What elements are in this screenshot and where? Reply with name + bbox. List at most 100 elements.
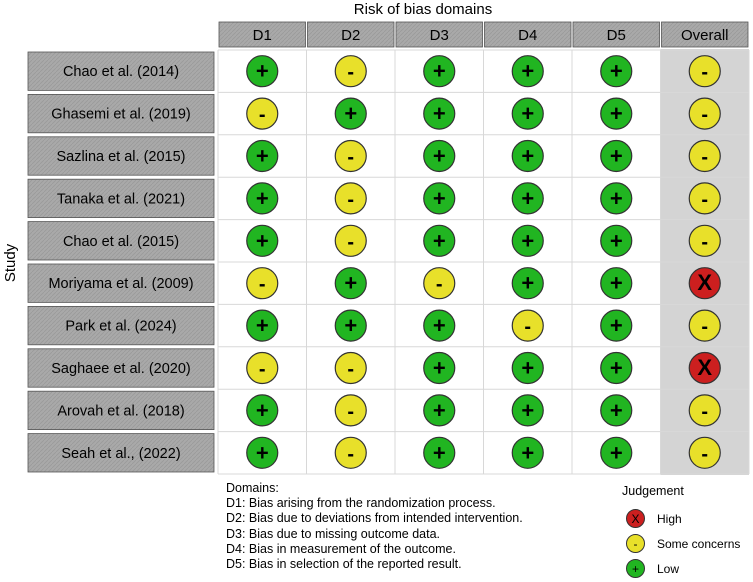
judgement-symbol: X — [697, 270, 712, 295]
judgement-some-concerns-icon — [688, 394, 721, 427]
judgement-low-icon — [334, 97, 367, 130]
judgement-symbol: - — [259, 104, 266, 126]
judgement-some-concerns-icon — [334, 394, 367, 427]
judgement-low-icon — [600, 309, 633, 342]
study-label-box — [27, 305, 215, 346]
judgement-low-icon — [423, 394, 456, 427]
column-header-d3 — [395, 21, 483, 48]
judgement-some-concerns-icon — [246, 351, 279, 385]
study-label-box — [27, 178, 215, 218]
judgement-some-concerns-icon — [334, 182, 367, 215]
judgement-symbol: + — [610, 356, 623, 381]
judgement-symbol: + — [433, 356, 446, 381]
study-label-box — [27, 348, 215, 388]
study-label-box — [27, 136, 215, 176]
judgement-symbol: X — [697, 355, 712, 380]
judgement-low-icon — [600, 267, 633, 300]
judgement-symbol: + — [521, 440, 534, 465]
judgement-low-icon — [511, 394, 544, 427]
judgement-some-concerns-icon — [688, 182, 721, 215]
domain-d5-description: D5: Bias in selection of the reported re… — [226, 557, 462, 572]
judgement-low-icon — [423, 436, 456, 469]
judgement-high-icon — [688, 351, 721, 385]
judgement-symbol: + — [256, 59, 269, 84]
judgement-low-icon — [423, 351, 456, 385]
judgement-symbol: + — [433, 398, 446, 423]
judgement-symbol: + — [521, 356, 534, 381]
domains-legend: Domains: D1: Bias arising from the rando… — [226, 481, 523, 572]
judgement-low-icon — [600, 55, 633, 88]
judgement-legend-title: Judgement — [622, 484, 684, 498]
judgement-symbol: - — [701, 401, 708, 423]
risk-of-bias-chart: Risk of bias domains Study D1 D2 D3 D4 D5 Ove… — [2, 1, 750, 475]
study-label: Chao et al. (2014) — [63, 64, 179, 80]
judgement-low-icon — [423, 97, 456, 130]
judgement-low-icon — [600, 139, 633, 173]
judgement-symbol: - — [701, 147, 708, 169]
judgement-some-concerns-icon — [688, 436, 721, 469]
judgement-low-icon — [423, 55, 456, 88]
judgement-symbol: - — [701, 316, 708, 338]
judgement-low-icon — [334, 267, 367, 300]
judgement-symbol: + — [433, 313, 446, 338]
judgement-symbol: + — [521, 228, 534, 253]
judgement-symbol: - — [701, 62, 708, 84]
study-label: Saghaee et al. (2020) — [51, 361, 190, 377]
judgement-some-concerns-icon — [688, 139, 721, 173]
judgement-some-concerns-icon — [511, 309, 544, 342]
judgement-high-icon — [688, 267, 721, 300]
judgement-symbol: - — [347, 359, 354, 381]
study-label-box — [27, 221, 215, 261]
column-label-d3: D3 — [430, 27, 449, 44]
judgement-low-icon — [600, 436, 633, 469]
judgement-symbol: - — [524, 316, 531, 338]
some-concerns-icon: - — [626, 534, 645, 553]
study-label: Sazlina et al. (2015) — [57, 149, 186, 165]
judgement-low-icon — [600, 97, 633, 130]
column-label-overall: Overall — [681, 27, 729, 44]
judgement-some-concerns-icon — [246, 267, 279, 300]
judgement-symbol: + — [433, 228, 446, 253]
judgement-symbol: + — [610, 228, 623, 253]
study-label-box — [27, 51, 215, 91]
judgement-symbol: - — [436, 274, 443, 296]
judgement-symbol: - — [347, 62, 354, 84]
judgement-symbol: - — [259, 274, 266, 296]
judgement-low-icon — [246, 139, 279, 173]
judgement-symbol: + — [256, 398, 269, 423]
judgement-symbol: + — [610, 271, 623, 296]
judgement-symbol: - — [347, 147, 354, 169]
judgement-low-icon — [511, 351, 544, 385]
judgement-low-icon — [246, 55, 279, 88]
judgement-some-concerns-icon — [334, 436, 367, 469]
judgement-symbol: + — [344, 313, 357, 338]
chart-title: Risk of bias domains — [354, 1, 492, 18]
domain-d4-description: D4: Bias in measurement of the outcome. — [226, 541, 456, 556]
column-label-d2: D2 — [341, 27, 360, 44]
judgement-some-concerns-icon — [246, 97, 279, 130]
judgement-some-concerns-icon — [334, 351, 367, 385]
judgement-symbol: + — [521, 59, 534, 84]
study-label: Ghasemi et al. (2019) — [51, 107, 190, 123]
judgement-some-concerns-icon — [688, 97, 721, 130]
judgement-some-concerns-icon — [334, 224, 367, 257]
judgement-low-icon — [600, 351, 633, 385]
legend-item-some-concerns: - Some concerns — [626, 531, 740, 556]
column-header-d4 — [484, 21, 572, 48]
judgement-symbol: + — [521, 101, 534, 126]
legend-item-low: + Low — [626, 556, 740, 581]
legend-label-low: Low — [657, 561, 680, 576]
judgement-low-icon — [246, 394, 279, 427]
judgement-symbol: + — [433, 440, 446, 465]
judgement-symbol: + — [610, 440, 623, 465]
judgement-symbol: - — [347, 443, 354, 465]
low-risk-icon: + — [626, 559, 645, 578]
column-header-d5 — [572, 21, 660, 48]
column-header-d1 — [218, 21, 306, 48]
judgement-legend: Judgement X High - Some concerns + Low — [622, 484, 740, 581]
judgement-symbol: + — [610, 101, 623, 126]
judgement-symbol: + — [344, 271, 357, 296]
judgement-symbol: - — [701, 189, 708, 211]
judgement-symbol: + — [256, 313, 269, 338]
study-label: Moriyama et al. (2009) — [48, 276, 193, 292]
